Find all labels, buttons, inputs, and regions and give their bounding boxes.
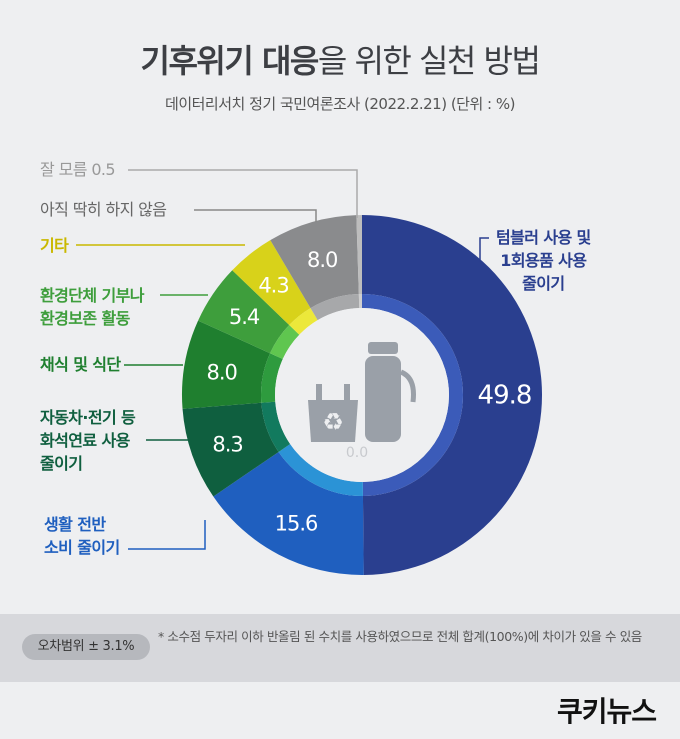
donut-slice-inner (362, 294, 464, 496)
donut-slice (198, 270, 290, 354)
donut-slice (232, 240, 311, 325)
donut-slice-inner (261, 353, 283, 403)
donut-slice (182, 402, 279, 497)
slice-value-label: 8.0 (307, 248, 337, 272)
slice-value-label: 8.3 (212, 432, 242, 456)
page-title: 기후위기 대응을 위한 실천 방법 (140, 42, 541, 80)
center-faded-text: 0.0 (346, 445, 368, 461)
donut-slice-inner (289, 308, 318, 335)
donut-slice (270, 215, 359, 309)
label-notyet: 아직 딱히 하지 않음 (40, 200, 167, 219)
donut-chart: 49.8 15.6 8.3 8.0 5.4 4.3 8.0 ♻ 0.0 (76, 169, 543, 575)
slice-value-label: 49.8 (478, 380, 532, 410)
donut-slice (356, 215, 362, 295)
svg-text:♻: ♻ (322, 408, 344, 436)
donut-slice-inner (261, 401, 291, 452)
donut-slice-inner (310, 294, 360, 321)
logo: 쿠키뉴스 (556, 695, 657, 728)
donut-slice (362, 215, 543, 575)
label-consume: 생활 전반 소비 줄이기 (44, 515, 120, 557)
recycle-bag-icon: ♻ (308, 384, 358, 442)
slice-value-label: 4.3 (258, 273, 288, 297)
tumbler-icon (365, 342, 416, 442)
donut-slice-inner (278, 444, 363, 497)
label-donate: 환경단체 기부나 환경보존 활동 (40, 286, 144, 328)
error-margin-badge: 오차범위 ± 3.1% (22, 634, 150, 660)
label-etc: 기타 (40, 236, 69, 255)
slice-value-label: 15.6 (275, 511, 318, 535)
donut-slice-inner (270, 324, 300, 360)
leader-line (194, 209, 317, 222)
slice-value-label: 5.4 (229, 305, 260, 329)
label-dunno: 잘 모름 0.5 (40, 160, 116, 179)
donut-slice (182, 320, 271, 409)
leader-line (479, 237, 489, 262)
donut-slice-inner (358, 294, 362, 309)
slice-value-label: 8.0 (206, 360, 236, 384)
donut-slice (213, 451, 364, 575)
label-tumbler: 텀블러 사용 및 1회용품 사용 줄이기 (496, 228, 591, 293)
footnote: * 소수점 두자리 이하 반올림 된 수치를 사용하였으므로 전체 합계(100… (158, 629, 642, 644)
label-fossil: 자동차·전기 등 화석연료 사용 줄이기 (40, 408, 136, 473)
label-diet: 채식 및 식단 (40, 355, 121, 374)
leader-line (128, 169, 358, 218)
page-subtitle: 데이터리서치 정기 국민여론조사 (2022.2.21) (단위 : %) (165, 95, 515, 113)
leader-line (128, 520, 206, 550)
